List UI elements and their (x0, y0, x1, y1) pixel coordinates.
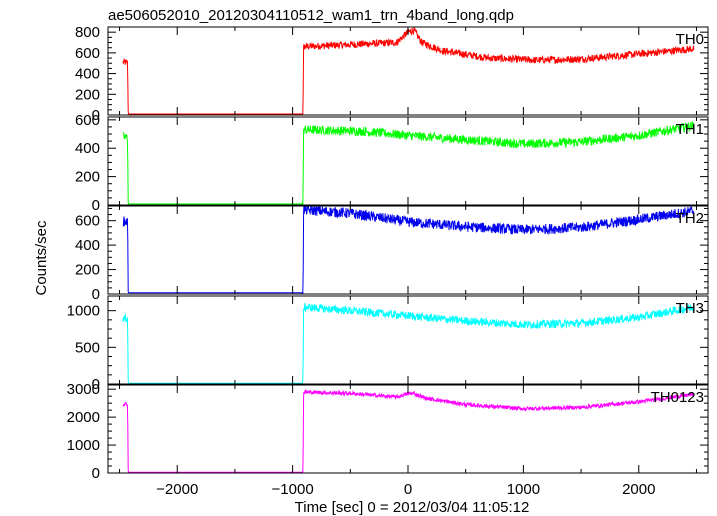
plot-title: ae506052010_20120304110512_wam1_trn_4ban… (108, 7, 514, 24)
y-tick-label: 500 (75, 339, 100, 356)
y-tick-label: 400 (75, 237, 100, 254)
y-tick-label: 600 (75, 213, 100, 230)
x-tick-label: −1000 (272, 481, 314, 498)
panel-label-th2: TH2 (676, 210, 704, 227)
y-tick-label: 400 (75, 140, 100, 157)
y-tick-label: 2000 (67, 409, 100, 426)
y-tick-label: 200 (75, 169, 100, 186)
x-tick-label: 2000 (622, 481, 655, 498)
panel-th3: 0 500 1000 TH3 (67, 295, 709, 393)
y-tick-label: 200 (75, 262, 100, 279)
panels-group: 0 200 400 600 800 TH0 0 200 400 600 TH1 0 200 400 600 T… (67, 24, 709, 498)
y-tick-label: 600 (75, 45, 100, 62)
y-tick-label: 0 (92, 286, 100, 303)
y-tick-label: 800 (75, 24, 100, 41)
y-tick-label: 1000 (67, 303, 100, 320)
x-axis-title: Time [sec] 0 = 2012/03/04 11:05:12 (295, 499, 530, 516)
series-line-th1 (122, 121, 695, 206)
y-tick-label: 600 (75, 112, 100, 129)
x-tick-label: 0 (404, 481, 412, 498)
series-line-th3 (122, 302, 695, 385)
series-line-th2 (122, 204, 695, 295)
y-tick-label: 3000 (67, 381, 100, 398)
x-tick-label: 1000 (507, 481, 540, 498)
panel-label-th0: TH0 (676, 31, 704, 48)
x-tick-label: −2000 (156, 481, 198, 498)
y-tick-label: 400 (75, 66, 100, 83)
panel-label-th1: TH1 (676, 121, 704, 138)
y-tick-label: 0 (92, 465, 100, 482)
series-line-th0 (122, 26, 695, 116)
y-tick-label: 1000 (67, 437, 100, 454)
panel-frame (107, 295, 709, 385)
y-tick-label: 200 (75, 86, 100, 103)
panel-frame (107, 26, 709, 116)
panel-th0123: 0 1000 2000 3000 TH0123 (67, 381, 709, 482)
y-tick-label: 0 (92, 376, 100, 393)
series-line-th0123 (122, 388, 694, 474)
panel-label-th3: TH3 (676, 300, 704, 317)
y-tick-label: 0 (92, 107, 100, 124)
panel-frame (107, 116, 709, 206)
panel-th0: 0 200 400 600 800 TH0 (75, 24, 709, 124)
panel-frame (107, 384, 709, 474)
y-axis-title: Counts/sec (33, 220, 50, 296)
panel-th1: 0 200 400 600 TH1 (75, 112, 709, 214)
panel-th2: 0 200 400 600 TH2 (75, 204, 709, 303)
y-tick-label: 0 (92, 197, 100, 214)
panel-label-th0123: TH0123 (651, 389, 704, 406)
